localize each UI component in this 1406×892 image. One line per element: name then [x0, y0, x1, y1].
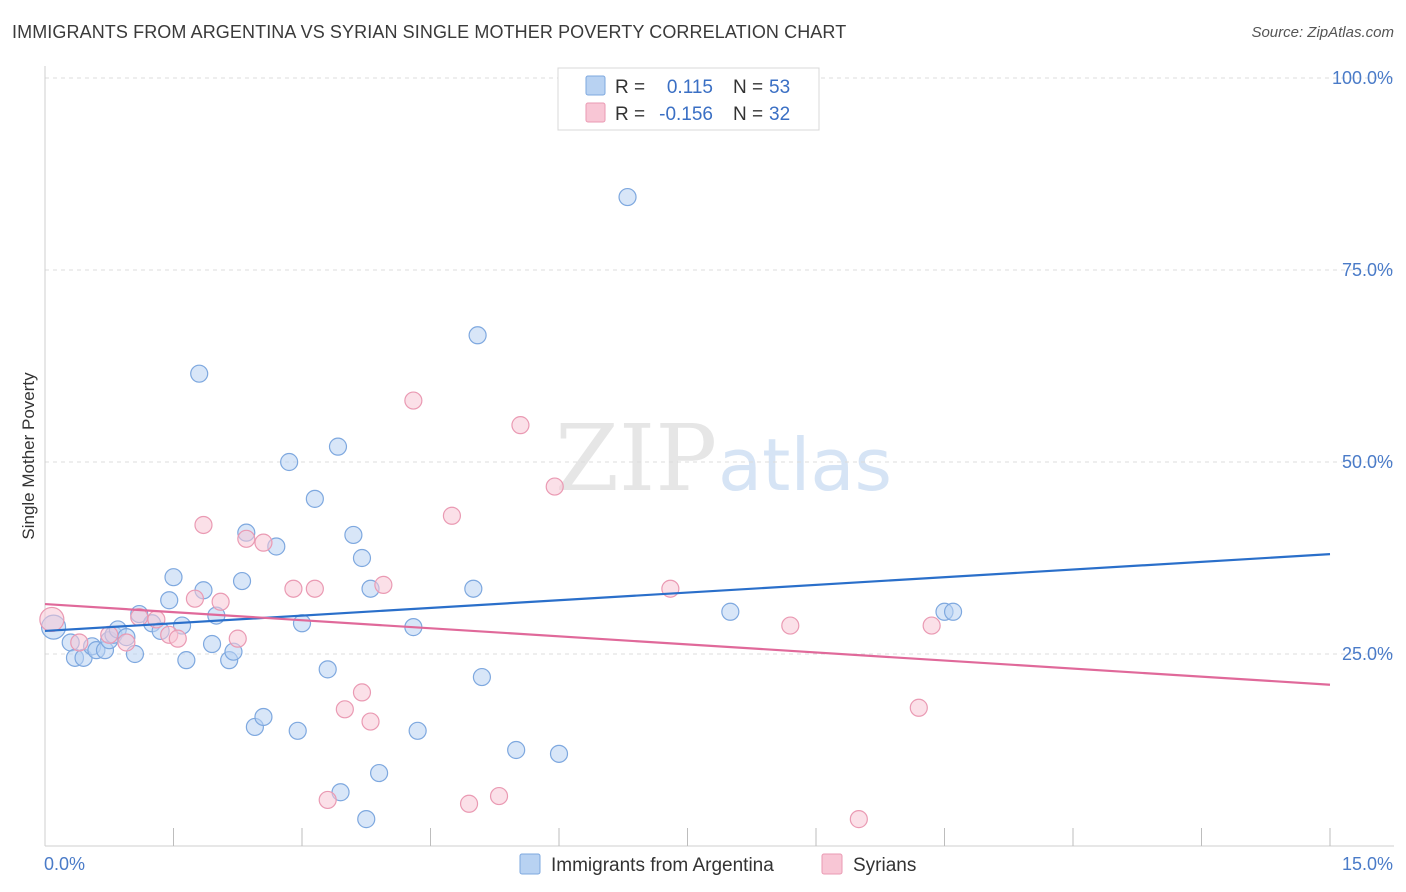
trend-lines: [44, 553, 1331, 686]
point-syrians: [39, 606, 65, 633]
point-syrians: [318, 790, 337, 810]
y-tick-label: 50.0%: [1342, 452, 1393, 472]
point-argentina: [202, 634, 222, 654]
x-tick-label: 0.0%: [44, 854, 85, 874]
trend-line-argentina: [44, 553, 1331, 633]
point-argentina: [292, 614, 312, 633]
gridlines: [45, 77, 1394, 655]
point-argentina: [190, 364, 209, 383]
point-syrians: [922, 616, 941, 635]
legend-n-label-argentina: N =: [733, 77, 763, 98]
point-argentina: [472, 667, 491, 687]
legend-n-label-syrians: N =: [733, 104, 763, 125]
point-argentina: [352, 548, 372, 568]
point-syrians: [404, 391, 423, 410]
point-syrians: [352, 683, 372, 702]
legend-n-value-syrians: 32: [769, 104, 790, 125]
point-argentina: [328, 437, 348, 456]
point-syrians: [459, 794, 479, 813]
point-syrians: [228, 629, 247, 648]
series-swatch-syrians: [821, 853, 843, 875]
point-argentina: [468, 326, 487, 345]
watermark-atlas: atlas: [718, 423, 892, 507]
point-syrians: [335, 700, 354, 719]
point-syrians: [237, 529, 256, 548]
axes: [44, 66, 1394, 847]
point-syrians: [100, 625, 119, 644]
point-argentina: [305, 489, 324, 508]
point-syrians: [781, 616, 800, 635]
point-argentina: [177, 651, 196, 670]
trend-line-syrians: [44, 602, 1331, 686]
point-syrians: [185, 589, 205, 608]
point-syrians: [117, 633, 136, 652]
point-argentina: [254, 707, 273, 727]
point-syrians: [374, 575, 393, 594]
series-swatch-argentina: [519, 853, 541, 875]
point-argentina: [288, 721, 307, 740]
watermark-zip: ZIP: [555, 405, 717, 512]
y-tick-label: 75.0%: [1342, 260, 1393, 280]
point-argentina: [160, 591, 179, 610]
point-syrians: [442, 506, 462, 525]
legend-r-value-syrians: -0.156: [659, 104, 713, 125]
chart-title: IMMIGRANTS FROM ARGENTINA VS SYRIAN SING…: [12, 22, 847, 42]
x-tick-labels: 0.0% 15.0%: [44, 854, 1393, 874]
y-tick-labels: 25.0% 50.0% 75.0% 100.0%: [1332, 68, 1393, 664]
point-syrians: [545, 477, 564, 496]
point-syrians: [511, 416, 530, 435]
point-argentina: [344, 525, 363, 545]
point-argentina: [164, 568, 183, 587]
series-label-argentina: Immigrants from Argentina: [551, 855, 774, 876]
legend-r-value-argentina: 0.115: [667, 77, 713, 98]
point-argentina: [318, 660, 337, 679]
point-argentina: [549, 744, 569, 763]
x-tick-label: 15.0%: [1342, 854, 1393, 874]
point-syrians: [194, 515, 213, 535]
legend-r-label-syrians: R =: [615, 104, 645, 125]
point-argentina: [232, 571, 252, 591]
source-credit: Source: ZipAtlas.com: [1251, 24, 1394, 41]
point-syrians: [305, 579, 324, 598]
y-tick-label: 25.0%: [1342, 644, 1393, 664]
point-argentina: [943, 602, 963, 621]
series-legend: Immigrants from Argentina Syrians: [519, 853, 916, 876]
point-argentina: [618, 187, 637, 207]
point-syrians: [211, 592, 230, 611]
point-argentina: [721, 602, 740, 621]
legend-r-label-argentina: R =: [615, 77, 645, 98]
point-argentina: [357, 810, 376, 829]
point-syrians: [909, 698, 928, 717]
legend-swatch-argentina: [585, 75, 606, 96]
y-axis-label: Single Mother Poverty: [19, 372, 38, 540]
point-syrians: [70, 633, 89, 652]
point-syrians: [284, 579, 303, 598]
y-tick-label: 100.0%: [1332, 68, 1393, 88]
point-argentina: [408, 721, 427, 740]
point-argentina: [507, 740, 526, 760]
point-syrians: [489, 786, 509, 806]
legend-swatch-syrians: [585, 102, 606, 123]
point-syrians: [849, 810, 868, 829]
correlation-legend: R = 0.115 N = 53 R = -0.156 N = 32: [557, 67, 820, 131]
point-syrians: [361, 712, 380, 731]
point-syrians: [168, 629, 187, 648]
point-argentina: [280, 452, 299, 472]
point-argentina: [370, 763, 389, 783]
data-points: [39, 187, 963, 829]
legend-n-value-argentina: 53: [769, 77, 790, 98]
point-syrians: [254, 533, 273, 552]
point-argentina: [464, 579, 483, 598]
series-label-syrians: Syrians: [853, 855, 916, 876]
